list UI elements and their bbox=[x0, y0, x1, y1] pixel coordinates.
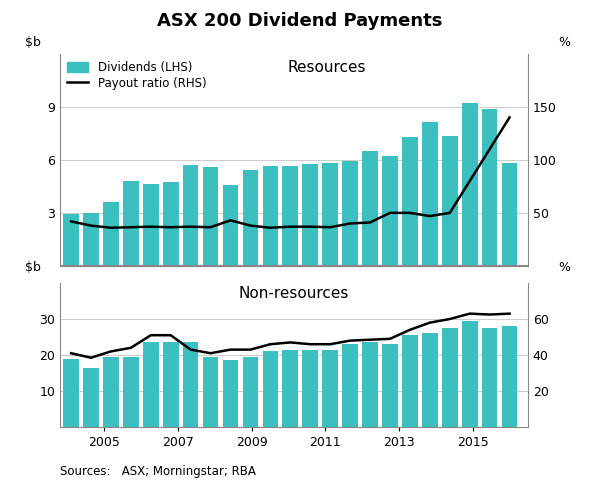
Text: $b: $b bbox=[25, 262, 41, 274]
Bar bbox=[402, 335, 418, 427]
Bar bbox=[283, 166, 298, 266]
Bar bbox=[263, 351, 278, 427]
Bar bbox=[402, 137, 418, 266]
Bar bbox=[183, 165, 199, 266]
Bar bbox=[123, 181, 139, 266]
Bar bbox=[502, 326, 517, 427]
Bar bbox=[103, 202, 119, 266]
Text: %: % bbox=[559, 37, 571, 49]
Bar bbox=[283, 349, 298, 427]
Bar bbox=[103, 357, 119, 427]
Legend: Dividends (LHS), Payout ratio (RHS): Dividends (LHS), Payout ratio (RHS) bbox=[66, 60, 208, 91]
Bar bbox=[143, 183, 158, 266]
Bar bbox=[442, 136, 458, 266]
Bar bbox=[223, 184, 238, 266]
Bar bbox=[163, 182, 179, 266]
Bar bbox=[382, 156, 398, 266]
Bar bbox=[302, 164, 318, 266]
Bar bbox=[342, 161, 358, 266]
Bar bbox=[203, 357, 218, 427]
Bar bbox=[482, 109, 497, 266]
Bar bbox=[123, 357, 139, 427]
Bar bbox=[242, 170, 258, 266]
Bar bbox=[183, 343, 199, 427]
Bar bbox=[422, 333, 437, 427]
Bar bbox=[442, 328, 458, 427]
Bar bbox=[143, 343, 158, 427]
Bar bbox=[322, 163, 338, 266]
Text: $b: $b bbox=[25, 37, 41, 49]
Bar bbox=[263, 166, 278, 266]
Text: ASX 200 Dividend Payments: ASX 200 Dividend Payments bbox=[157, 12, 443, 30]
Bar bbox=[223, 361, 238, 427]
Text: Non-resources: Non-resources bbox=[239, 286, 349, 301]
Bar bbox=[63, 359, 79, 427]
Text: %: % bbox=[559, 262, 571, 274]
Bar bbox=[502, 163, 517, 266]
Bar bbox=[83, 367, 99, 427]
Bar bbox=[462, 321, 478, 427]
Bar bbox=[362, 343, 378, 427]
Bar bbox=[322, 349, 338, 427]
Bar bbox=[163, 343, 179, 427]
Bar bbox=[203, 167, 218, 266]
Bar bbox=[342, 344, 358, 427]
Text: Sources:   ASX; Morningstar; RBA: Sources: ASX; Morningstar; RBA bbox=[60, 465, 256, 478]
Bar bbox=[242, 357, 258, 427]
Bar bbox=[382, 344, 398, 427]
Bar bbox=[482, 328, 497, 427]
Bar bbox=[302, 349, 318, 427]
Bar bbox=[362, 151, 378, 266]
Bar bbox=[422, 122, 437, 266]
Bar bbox=[63, 214, 79, 266]
Text: Resources: Resources bbox=[287, 60, 366, 75]
Bar bbox=[83, 213, 99, 266]
Bar bbox=[462, 103, 478, 266]
